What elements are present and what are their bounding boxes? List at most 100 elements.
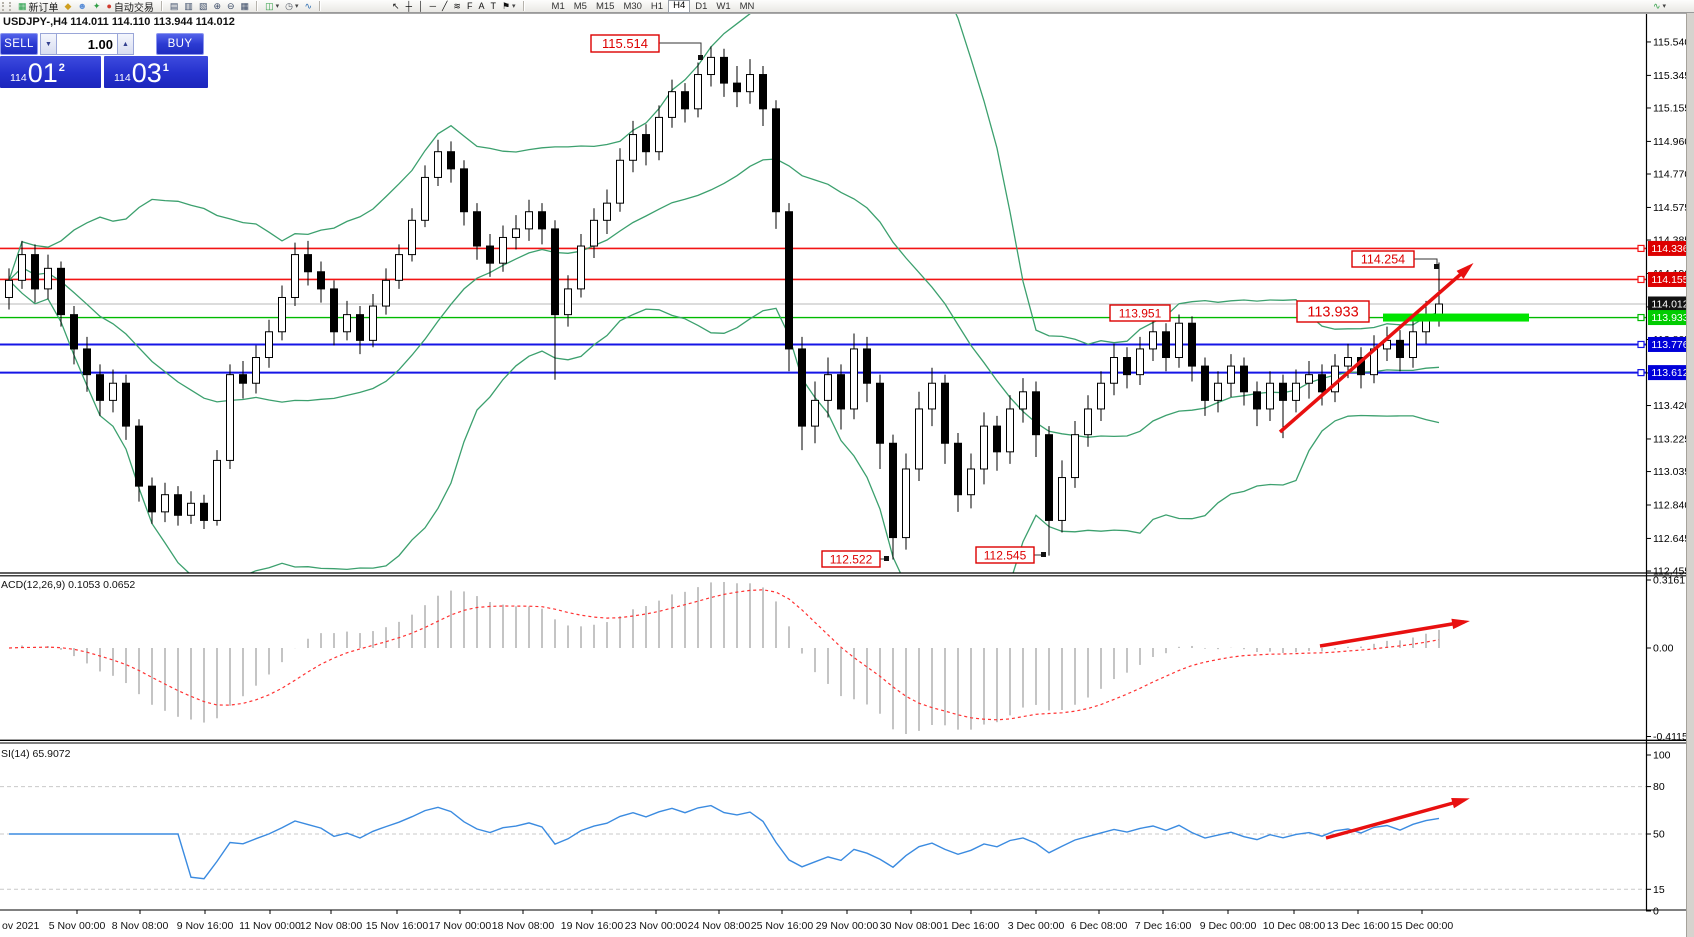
tile-windows-icon: ▦ [240, 1, 250, 11]
auto-trading-button: ● [106, 1, 112, 11]
toolbar-separator [522, 1, 525, 11]
cursor-icon[interactable]: ↖ [390, 0, 402, 12]
ask-price[interactable]: 114 03 1 [104, 56, 208, 88]
bid-price[interactable]: 114 01 2 [0, 56, 101, 88]
volume-decrease-button[interactable]: ▼ [40, 33, 57, 55]
chart-window-icon[interactable]: ∿ ▾ [1652, 1, 1666, 11]
toolbar-grip[interactable] [2, 1, 11, 11]
svg-text:115.345: 115.345 [1653, 70, 1690, 82]
toolbar-separator [160, 1, 163, 11]
svg-text:113.612: 113.612 [1651, 367, 1688, 379]
trendline-icon: ╱ [441, 1, 448, 11]
zoom-out-icon[interactable]: ⊖ [225, 0, 237, 12]
arrows-icon: ⚑ [501, 1, 511, 11]
symbol-ohlc-info: USDJPY-,H4 114.011 114.110 113.944 114.0… [3, 16, 235, 28]
zoom-in-icon[interactable]: ⊕ [211, 0, 223, 12]
svg-text:113.933: 113.933 [1307, 305, 1358, 321]
timeframe-w1[interactable]: W1 [716, 0, 731, 12]
svg-text:1 Dec 16:00: 1 Dec 16:00 [943, 920, 1000, 932]
volume-increase-button[interactable]: ▲ [117, 33, 134, 55]
svg-text:29 Nov 00:00: 29 Nov 00:00 [816, 920, 879, 932]
text-icon: A [478, 1, 485, 11]
timeframe-switcher: M1 M5 M15 M30 H1 H4 D1 W1 MN [548, 0, 759, 13]
chevron-down-icon: ▾ [275, 3, 280, 10]
timeframe-m30[interactable]: M30 [623, 0, 642, 12]
signal-icon[interactable]: ✦ [91, 0, 103, 12]
trend-arrowhead [1451, 618, 1470, 630]
svg-text:112.522: 112.522 [830, 552, 873, 566]
timeframe-d1[interactable]: D1 [695, 0, 708, 12]
chevron-down-icon: ▾ [294, 3, 299, 10]
svg-text:115.514: 115.514 [602, 36, 648, 51]
contacts-icon[interactable]: ☻ [75, 0, 88, 12]
toolbar-separator [256, 1, 259, 11]
indicators-icon: ∿ [304, 1, 313, 11]
svg-text:113.225: 113.225 [1653, 433, 1690, 445]
sell-button[interactable]: SELL [0, 33, 38, 55]
layout-group: ▤ ▥ ▧ ⊕ ⊖ ▦ [168, 0, 251, 12]
macd-indicator-label: ACD(12,26,9) 0.1053 0.0652 [1, 579, 136, 591]
channel-icon[interactable]: ≋ [451, 0, 463, 12]
chevron-down-icon: ▾ [512, 3, 516, 10]
timeframe-h4[interactable]: H4 [668, 0, 691, 13]
rsi-indicator-label: SI(14) 65.9072 [1, 748, 71, 760]
new-chart-icon[interactable]: ◫ ▾ [263, 0, 281, 12]
svg-text:114.254: 114.254 [1361, 253, 1405, 267]
new-order-button[interactable]: ▦ 新订单 [16, 0, 61, 14]
candle-chart-icon: ▥ [184, 1, 193, 11]
svg-text:112.645: 112.645 [1653, 533, 1690, 545]
timeframe-m5[interactable]: M5 [573, 0, 587, 12]
svg-text:3 Dec 00:00: 3 Dec 00:00 [1008, 920, 1065, 932]
svg-text:0.00: 0.00 [1653, 643, 1674, 655]
ask-pips: 03 [131, 58, 162, 88]
bar-chart-icon[interactable]: ▤ [168, 0, 181, 12]
svg-text:50: 50 [1653, 829, 1665, 841]
svg-text:11 Nov 00:00: 11 Nov 00:00 [239, 920, 301, 932]
buy-button[interactable]: BUY [156, 33, 204, 55]
timeframe-mn[interactable]: MN [739, 0, 755, 12]
svg-text:115.540: 115.540 [1653, 36, 1690, 48]
svg-text:15 Dec 00:00: 15 Dec 00:00 [1391, 920, 1454, 932]
timeframe-m1[interactable]: M1 [551, 0, 565, 12]
trendline-icon[interactable]: ╱ [440, 0, 449, 12]
trend-arrowhead [1451, 798, 1470, 809]
svg-text:5 Nov 00:00: 5 Nov 00:00 [49, 920, 106, 932]
auto-trading-button[interactable]: ● 自动交易 [104, 0, 155, 14]
svg-text:115.155: 115.155 [1653, 102, 1690, 114]
svg-text:7 Dec 16:00: 7 Dec 16:00 [1135, 920, 1192, 932]
macd-histogram [21, 582, 1440, 734]
zoom-in-icon: ⊕ [213, 1, 221, 11]
svg-text:113.035: 113.035 [1653, 466, 1690, 478]
bar-chart-icon: ▤ [169, 1, 179, 11]
arrows-icon[interactable]: ⚑ ▾ [500, 0, 518, 12]
profiles-icon: ◷ [285, 1, 293, 11]
svg-text:8 Nov 08:00: 8 Nov 08:00 [112, 920, 169, 932]
line-chart-icon[interactable]: ▧ [197, 0, 210, 12]
svg-text:ov 2021: ov 2021 [2, 920, 40, 932]
timeframe-m15[interactable]: M15 [595, 0, 615, 12]
svg-text:113.933: 113.933 [1651, 312, 1688, 324]
price-level-lines [0, 247, 1646, 374]
label-icon[interactable]: T [488, 0, 498, 12]
profiles-icon[interactable]: ◷ ▾ [283, 0, 300, 12]
new-chart-icon: ◫ [265, 1, 274, 11]
fibonacci-icon[interactable]: F [465, 0, 475, 12]
gold-quotes-icon[interactable]: ◆ [63, 0, 74, 12]
svg-text:112.545: 112.545 [984, 548, 1027, 562]
horizontal-line-icon[interactable]: ─ [428, 0, 438, 12]
timeframe-h1[interactable]: H1 [650, 0, 664, 12]
auto-trading-button-label: 自动交易 [113, 2, 154, 14]
indicators-icon[interactable]: ∿ [302, 0, 314, 12]
svg-text:114.770: 114.770 [1653, 169, 1690, 181]
volume-input[interactable] [57, 33, 117, 55]
svg-text:25 Nov 16:00: 25 Nov 16:00 [751, 920, 814, 932]
text-icon[interactable]: A [476, 0, 486, 12]
candle-chart-icon[interactable]: ▥ [182, 0, 195, 12]
vertical-line-icon[interactable]: │ [416, 0, 426, 12]
drawing-group: ↖ ┼ │ ─ ╱ ≋ F A T ⚑ ▾ [390, 0, 518, 12]
crosshair-icon[interactable]: ┼ [404, 0, 414, 12]
candlesticks [5, 46, 1443, 560]
tile-windows-icon[interactable]: ▦ [239, 0, 252, 12]
